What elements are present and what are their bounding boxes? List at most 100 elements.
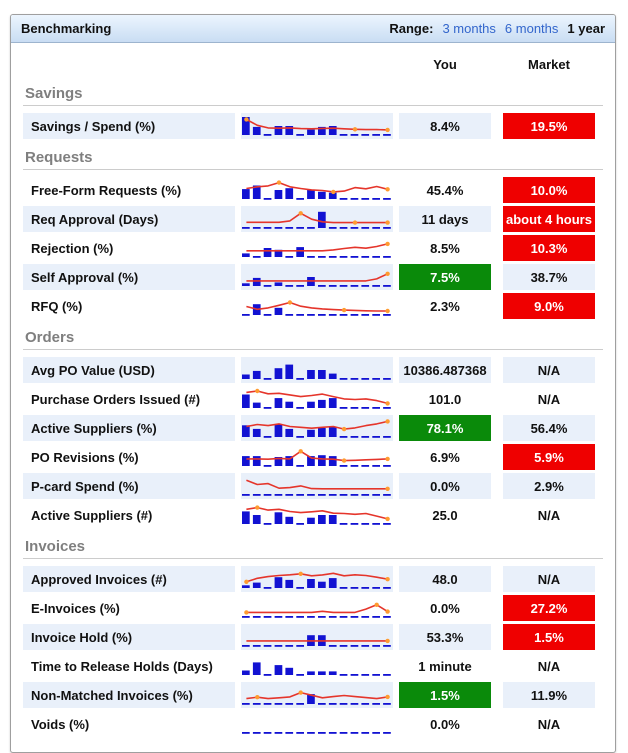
you-value: 11 days (399, 206, 491, 232)
sparkline-chart (242, 271, 391, 287)
table-row: Req Approval (Days) 11 days about 4 hours (23, 206, 603, 232)
you-value: 0.0% (399, 711, 491, 737)
market-value: N/A (503, 502, 595, 528)
benchmarking-panel: Benchmarking Range: 3 months 6 months 1 ye… (10, 14, 616, 753)
you-value: 10386.487368 (399, 357, 491, 383)
range-option-6-months[interactable]: 6 months (504, 21, 559, 36)
table-row: Active Suppliers (%) 78.1% 56.4% (23, 415, 603, 441)
metric-label: Time to Release Holds (Days) (23, 653, 235, 679)
section-title-savings: Savings (23, 78, 603, 106)
column-header-you: You (433, 57, 457, 72)
table-row: Voids (%) 0.0% N/A (23, 711, 603, 737)
sparkline-cell (241, 653, 393, 679)
metric-label: Free-Form Requests (%) (23, 177, 235, 203)
market-value: 9.0% (503, 293, 595, 319)
sparkline-cell (241, 444, 393, 470)
table-row: Active Suppliers (#) 25.0 N/A (23, 502, 603, 528)
table-row: Approved Invoices (#) 48.0 N/A (23, 566, 603, 592)
you-value: 1.5% (399, 682, 491, 708)
market-value: about 4 hours (503, 206, 595, 232)
you-value: 0.0% (399, 595, 491, 621)
sparkline-chart (242, 211, 391, 229)
metric-label: Savings / Spend (%) (23, 113, 235, 139)
table-row: Non-Matched Invoices (%) 1.5% 11.9% (23, 682, 603, 708)
you-value: 0.0% (399, 473, 491, 499)
sparkline-cell (241, 206, 393, 232)
sparkline-chart (242, 479, 391, 496)
column-header-spacer (241, 49, 393, 76)
sparkline-cell (241, 624, 393, 650)
sparkline-cell (241, 502, 393, 528)
market-value: N/A (503, 653, 595, 679)
metric-label: Non-Matched Invoices (%) (23, 682, 235, 708)
sparkline-cell (241, 235, 393, 261)
you-value: 6.9% (399, 444, 491, 470)
you-value: 45.4% (399, 177, 491, 203)
sparkline-cell (241, 711, 393, 737)
range-option-1-year[interactable]: 1 year (567, 21, 605, 36)
sparkline-chart (242, 602, 391, 618)
sparkline-cell (241, 113, 393, 139)
market-value: 19.5% (503, 113, 595, 139)
market-value: N/A (503, 711, 595, 737)
metric-label: Avg PO Value (USD) (23, 357, 235, 383)
you-value: 25.0 (399, 502, 491, 528)
sparkline-chart (242, 117, 391, 136)
sparkline-chart (242, 505, 391, 525)
metric-label: Rejection (%) (23, 235, 235, 261)
sparkline-chart (242, 662, 391, 676)
market-value: 56.4% (503, 415, 595, 441)
market-value: 27.2% (503, 595, 595, 621)
market-value: 11.9% (503, 682, 595, 708)
sparkline-cell (241, 177, 393, 203)
metric-label: Active Suppliers (#) (23, 502, 235, 528)
market-value: N/A (503, 386, 595, 412)
you-value: 78.1% (399, 415, 491, 441)
table-row: Avg PO Value (USD) 10386.487368 N/A (23, 357, 603, 383)
metric-label: Self Approval (%) (23, 264, 235, 290)
market-value: 10.0% (503, 177, 595, 203)
metric-label: Active Suppliers (%) (23, 415, 235, 441)
you-value: 1 minute (399, 653, 491, 679)
sparkline-chart (242, 732, 391, 734)
metric-label: Purchase Orders Issued (#) (23, 386, 235, 412)
table-row: Self Approval (%) 7.5% 38.7% (23, 264, 603, 290)
market-value: 10.3% (503, 235, 595, 261)
table-row: P-card Spend (%) 0.0% 2.9% (23, 473, 603, 499)
column-headers: You Market (23, 49, 603, 76)
metric-label: Voids (%) (23, 711, 235, 737)
sparkline-chart (242, 241, 391, 258)
you-value: 101.0 (399, 386, 491, 412)
you-value: 8.5% (399, 235, 491, 261)
panel-content: You Market Savings Savings / Spend (%) 8.4… (11, 43, 615, 752)
metric-label: PO Revisions (%) (23, 444, 235, 470)
column-header-spacer (23, 49, 235, 76)
you-value: 48.0 (399, 566, 491, 592)
metric-label: Invoice Hold (%) (23, 624, 235, 650)
sparkline-cell (241, 595, 393, 621)
metric-label: Req Approval (Days) (23, 206, 235, 232)
sparkline-chart (242, 300, 391, 316)
sparkline-chart (242, 635, 391, 647)
sparkline-chart (242, 364, 391, 380)
you-value: 7.5% (399, 264, 491, 290)
sparkline-chart (242, 571, 391, 589)
benchmark-table: Savings Savings / Spend (%) 8.4% 19.5% Reque… (23, 78, 603, 737)
column-header-market: Market (528, 57, 570, 72)
metric-label: E-Invoices (%) (23, 595, 235, 621)
metric-label: RFQ (%) (23, 293, 235, 319)
section-title-invoices: Invoices (23, 531, 603, 559)
table-row: Savings / Spend (%) 8.4% 19.5% (23, 113, 603, 139)
market-value: N/A (503, 566, 595, 592)
section-title-requests: Requests (23, 142, 603, 170)
range-option-3-months[interactable]: 3 months (442, 21, 496, 36)
sparkline-chart (242, 690, 391, 705)
sparkline-cell (241, 386, 393, 412)
table-row: PO Revisions (%) 6.9% 5.9% (23, 444, 603, 470)
table-row: Purchase Orders Issued (#) 101.0 N/A (23, 386, 603, 412)
sparkline-chart (242, 180, 391, 200)
sparkline-cell (241, 357, 393, 383)
panel-title: Benchmarking (21, 21, 112, 36)
market-value: 2.9% (503, 473, 595, 499)
table-row: Invoice Hold (%) 53.3% 1.5% (23, 624, 603, 650)
